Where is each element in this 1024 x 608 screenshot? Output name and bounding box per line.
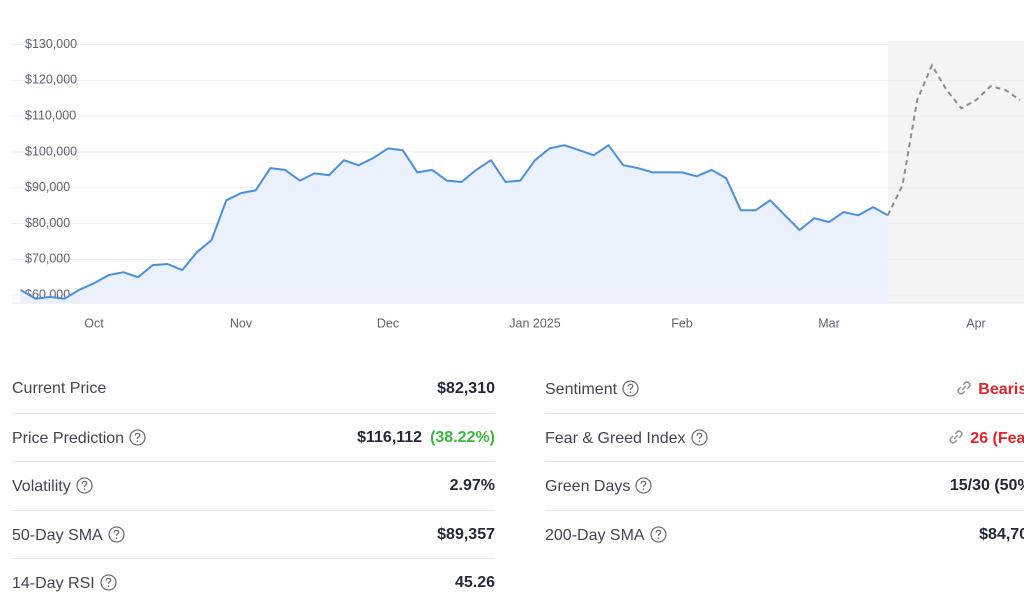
stat-label-text: Fear & Greed Index	[545, 429, 686, 447]
stat-value: 26 (Fear)	[948, 429, 1024, 448]
stats-row: 50-Day SMA $89,357	[12, 511, 495, 559]
x-tick-label: Jan 2025	[509, 316, 560, 330]
stat-label: Green Days	[545, 477, 653, 496]
prediction-line	[886, 63, 1021, 216]
help-icon[interactable]	[100, 574, 117, 591]
stat-label: 50-Day SMA	[12, 525, 125, 545]
stats-table: Current Price $82,310 Price Prediction $116…	[0, 365, 1024, 608]
stat-value: Bearish	[956, 380, 1024, 399]
stat-value: $84,704	[979, 526, 1024, 544]
y-tick-label: $80,000	[25, 216, 70, 230]
y-tick-label: $120,000	[25, 73, 77, 87]
stat-value: $89,357	[437, 526, 495, 544]
stat-label: Current Price	[12, 380, 106, 398]
stat-label: 14-Day RSI	[12, 574, 117, 593]
help-icon[interactable]	[690, 428, 708, 446]
stat-value-text: 15/30 (50%)	[949, 477, 1024, 494]
y-tick-label: $70,000	[25, 252, 70, 266]
help-icon[interactable]	[108, 525, 125, 543]
x-tick-label: Dec	[377, 316, 399, 330]
chart: $60,000$70,000$80,000$90,000$100,000$110…	[12, 37, 1024, 330]
stats-left: Current Price $82,310 Price Prediction $116…	[12, 365, 495, 608]
y-tick-label: $130,000	[25, 37, 77, 51]
y-tick-label: $110,000	[25, 108, 76, 122]
help-icon[interactable]	[76, 477, 93, 494]
stat-label-text: 50-Day SMA	[12, 526, 103, 544]
link-icon	[957, 381, 971, 395]
stat-change: (38.22%)	[430, 428, 495, 446]
help-icon[interactable]	[649, 525, 667, 543]
stat-value-text: 45.26	[454, 574, 495, 591]
stat-label-text: 14-Day RSI	[12, 575, 95, 592]
stat-label: Volatility	[12, 477, 93, 496]
help-icon[interactable]	[622, 380, 639, 397]
stat-value: $82,310	[437, 380, 495, 398]
stat-label-text: Green Days	[545, 478, 631, 495]
stats-row: Sentiment Bearish	[545, 365, 1024, 414]
help-icon[interactable]	[129, 428, 146, 446]
x-tick-label: Apr	[966, 316, 985, 330]
stat-value: 45.26	[455, 574, 495, 592]
stat-value-text: 26 (Fear)	[970, 429, 1024, 447]
stat-label: 200-Day SMA	[545, 525, 667, 545]
stat-label-text: 200-Day SMA	[545, 526, 645, 544]
x-tick-label: Feb	[671, 316, 693, 330]
stat-value: 15/30 (50%)	[950, 477, 1024, 495]
help-icon[interactable]	[635, 477, 653, 494]
stats-row: Green Days 15/30 (50%)	[545, 462, 1024, 511]
stats-row: 14-Day RSI 45.26	[12, 559, 495, 608]
stats-right: Sentiment Bearish Fear & Greed Index 26 (Fe…	[545, 365, 1024, 559]
stat-label-text: Volatility	[12, 478, 71, 495]
stat-label: Sentiment	[545, 380, 639, 399]
price-area	[20, 145, 888, 303]
stats-row: Fear & Greed Index 26 (Fear)	[545, 414, 1024, 462]
stat-label: Price Prediction	[12, 428, 146, 448]
x-tick-label: Nov	[230, 316, 253, 330]
link-icon	[949, 429, 963, 444]
stat-label-text: Price Prediction	[12, 429, 125, 447]
price-line	[19, 144, 889, 300]
stats-row: 200-Day SMA $84,704	[545, 511, 1024, 560]
stat-label-text: Sentiment	[545, 381, 618, 398]
x-tick-label: Mar	[818, 316, 840, 330]
stat-value-text: $82,310	[437, 380, 495, 397]
stat-value-text: $89,357	[437, 525, 495, 543]
stat-value: 2.97%	[450, 477, 495, 495]
stats-row: Volatility 2.97%	[12, 462, 495, 511]
stat-value-text: $84,704	[979, 525, 1024, 543]
stat-value-text: Bearish	[978, 381, 1024, 398]
y-tick-label: $100,000	[25, 144, 77, 158]
stats-row: Price Prediction $116,112 (38.22%)	[12, 414, 495, 462]
stat-label-text: Current Price	[12, 380, 107, 397]
y-tick-label: $90,000	[25, 180, 70, 194]
stats-row: Current Price $82,310	[12, 365, 495, 414]
stat-value-text: 2.97%	[449, 477, 495, 494]
stat-value: $116,112 (38.22%)	[357, 429, 495, 447]
stat-label: Fear & Greed Index	[545, 428, 708, 448]
stat-value-text: $116,112	[357, 428, 423, 446]
x-tick-label: Oct	[84, 316, 104, 330]
